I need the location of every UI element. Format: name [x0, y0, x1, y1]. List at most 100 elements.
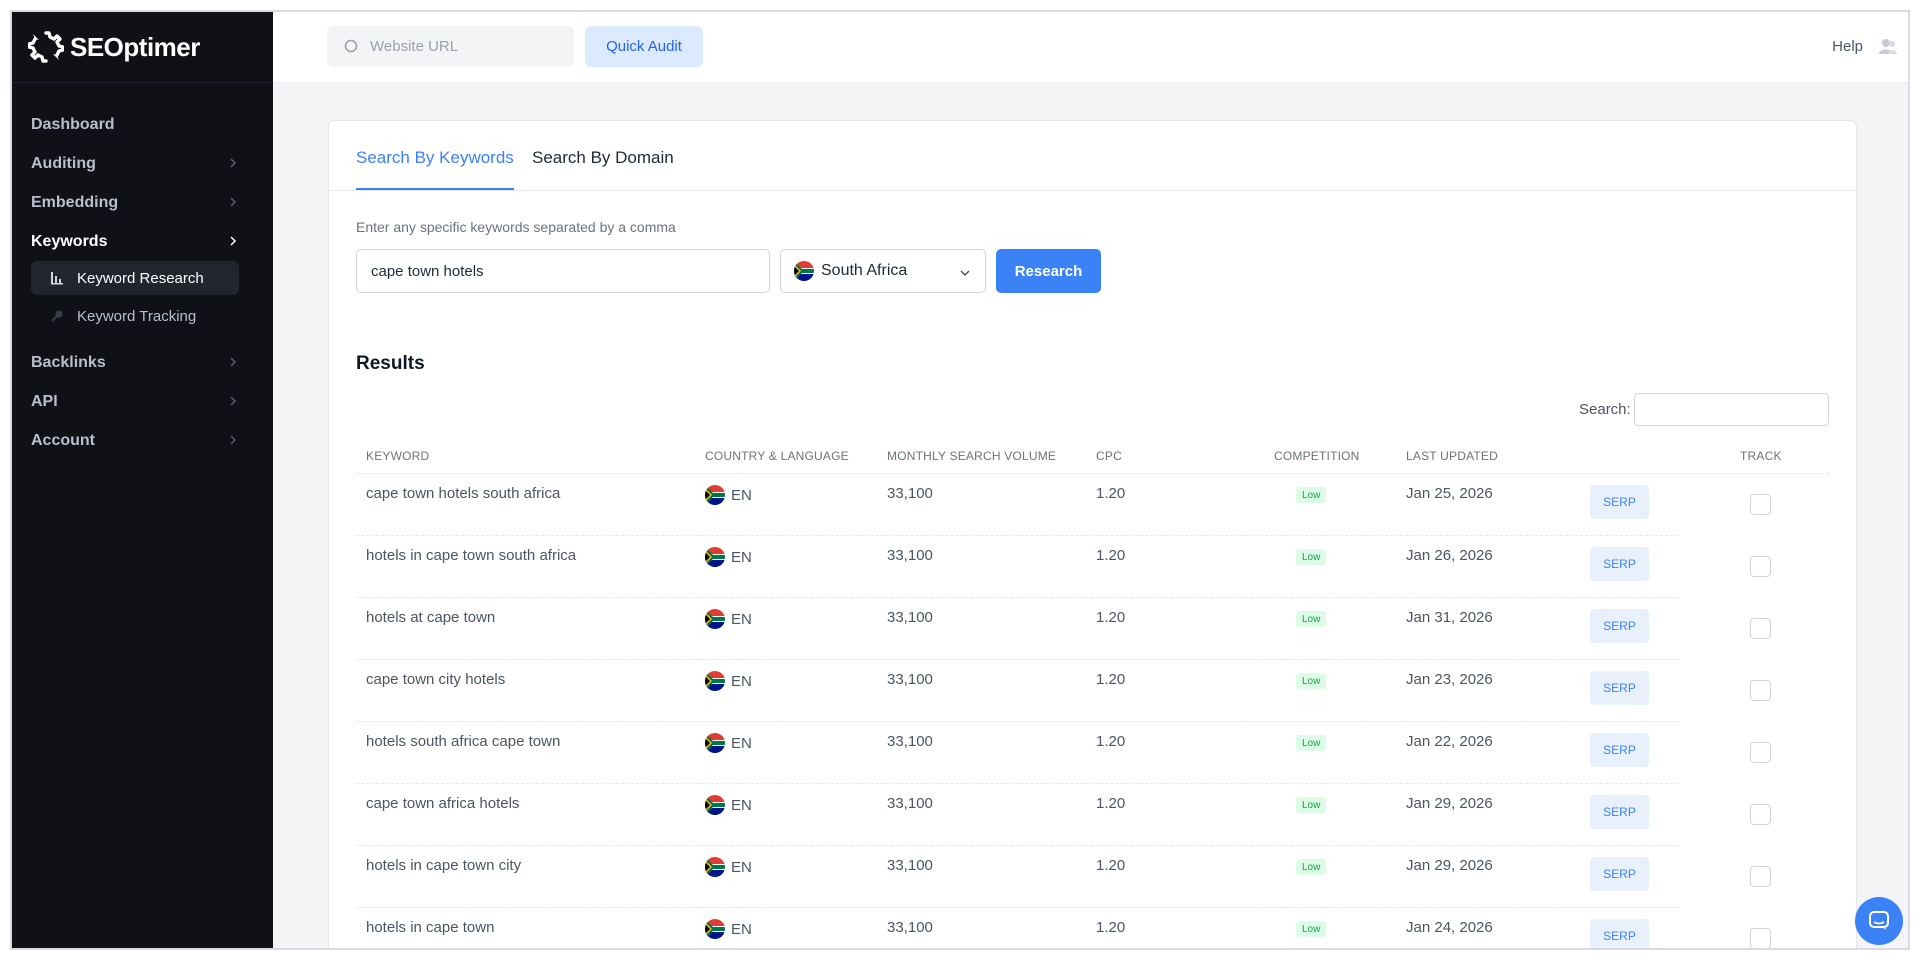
south-africa-flag-icon [705, 795, 725, 815]
website-url-placeholder: Website URL [370, 38, 459, 55]
search-volume-cell: 33,100 [887, 857, 933, 874]
chat-bubble-icon [1869, 911, 1889, 930]
cpc-cell: 1.20 [1096, 485, 1126, 502]
serp-button[interactable]: SERP [1590, 547, 1649, 581]
country-language-cell: EN [705, 857, 752, 877]
quick-audit-button[interactable]: Quick Audit [585, 26, 703, 67]
chevron-right-icon [230, 197, 237, 207]
language-code: EN [731, 796, 752, 814]
track-checkbox[interactable] [1750, 866, 1771, 887]
serp-button[interactable]: SERP [1590, 671, 1649, 705]
column-header-last-updated[interactable]: LAST UPDATED [1406, 449, 1498, 463]
column-header-competition[interactable]: COMPETITION [1274, 449, 1360, 463]
sidebar-nav: Dashboard Auditing Embedding Keywords Keywor… [12, 83, 273, 460]
sidebar: SEOptimer Dashboard Auditing Embedding Keyw… [12, 12, 273, 948]
serp-button[interactable]: SERP [1590, 795, 1649, 829]
keywords-textarea[interactable]: cape town hotels [356, 249, 770, 293]
search-icon [344, 39, 358, 52]
table-search-input[interactable] [1634, 393, 1829, 426]
table-header: KEYWORD COUNTRY & LANGUAGE MONTHLY SEARC… [356, 437, 1829, 474]
track-checkbox[interactable] [1750, 680, 1771, 701]
sidebar-item-api[interactable]: API [12, 382, 273, 421]
column-header-country-language[interactable]: COUNTRY & LANGUAGE [705, 449, 849, 463]
sidebar-item-dashboard[interactable]: Dashboard [12, 105, 273, 144]
sidebar-subitem-keyword-tracking[interactable]: Keyword Tracking [31, 299, 239, 333]
track-checkbox[interactable] [1750, 742, 1771, 763]
competition-badge: Low [1296, 859, 1327, 875]
cpc-cell: 1.20 [1096, 795, 1126, 812]
table-search-label: Search: [1579, 401, 1631, 418]
row-divider [356, 597, 1678, 598]
research-button[interactable]: Research [996, 249, 1101, 293]
south-africa-flag-icon [705, 671, 725, 691]
country-select[interactable]: South Africa [780, 249, 986, 293]
table-row: cape town city hotels EN 33,100 1.20 Low Jan … [356, 660, 1829, 722]
sidebar-item-label: Dashboard [31, 115, 115, 133]
country-language-cell: EN [705, 485, 752, 505]
language-code: EN [731, 734, 752, 752]
row-divider [356, 783, 1678, 784]
track-checkbox[interactable] [1750, 494, 1771, 515]
last-updated-cell: Jan 25, 2026 [1406, 485, 1493, 502]
competition-badge: Low [1296, 921, 1327, 937]
chevron-right-icon [230, 158, 237, 168]
tab-bar: Search By Keywords Search By Domain [329, 121, 1856, 191]
competition-badge: Low [1296, 487, 1327, 503]
competition-badge: Low [1296, 673, 1327, 689]
sidebar-item-backlinks[interactable]: Backlinks [12, 343, 273, 382]
track-checkbox[interactable] [1750, 804, 1771, 825]
cpc-cell: 1.20 [1096, 609, 1126, 626]
search-volume-cell: 33,100 [887, 547, 933, 564]
country-language-cell: EN [705, 733, 752, 753]
bar-chart-icon [51, 272, 63, 285]
chevron-right-icon [230, 396, 237, 406]
chat-launcher-button[interactable] [1855, 897, 1903, 945]
column-header-cpc[interactable]: CPC [1096, 449, 1122, 463]
sidebar-item-account[interactable]: Account [12, 421, 273, 460]
last-updated-cell: Jan 29, 2026 [1406, 795, 1493, 812]
column-header-track[interactable]: TRACK [1740, 449, 1782, 463]
language-code: EN [731, 920, 752, 938]
keyword-cell: hotels in cape town south africa [366, 547, 577, 564]
brand-name: SEOptimer [70, 31, 200, 62]
serp-button[interactable]: SERP [1590, 733, 1649, 767]
track-checkbox[interactable] [1750, 618, 1771, 639]
last-updated-cell: Jan 22, 2026 [1406, 733, 1493, 750]
south-africa-flag-icon [705, 609, 725, 629]
search-volume-cell: 33,100 [887, 609, 933, 626]
tab-search-by-keywords[interactable]: Search By Keywords [356, 148, 514, 190]
keyword-cell: hotels at cape town [366, 609, 496, 626]
row-divider [356, 535, 1678, 536]
user-avatar-icon[interactable] [1878, 36, 1898, 56]
column-header-monthly-search-volume[interactable]: MONTHLY SEARCH VOLUME [887, 449, 1057, 463]
track-checkbox[interactable] [1750, 556, 1771, 577]
help-link[interactable]: Help [1832, 38, 1863, 55]
website-url-input[interactable]: Website URL [327, 26, 574, 67]
language-code: EN [731, 548, 752, 566]
last-updated-cell: Jan 23, 2026 [1406, 671, 1493, 688]
tab-search-by-domain[interactable]: Search By Domain [532, 148, 674, 167]
chevron-right-icon [230, 357, 237, 367]
sidebar-item-embedding[interactable]: Embedding [12, 183, 273, 222]
language-code: EN [731, 858, 752, 876]
competition-badge: Low [1296, 797, 1327, 813]
south-africa-flag-icon [794, 261, 814, 281]
serp-button[interactable]: SERP [1590, 857, 1649, 891]
keywords-hint: Enter any specific keywords separated by… [356, 219, 676, 235]
row-divider [356, 659, 1678, 660]
cpc-cell: 1.20 [1096, 733, 1126, 750]
brand[interactable]: SEOptimer [12, 12, 273, 83]
serp-button[interactable]: SERP [1590, 609, 1649, 643]
sidebar-item-keywords[interactable]: Keywords [12, 222, 273, 261]
results-title: Results [356, 353, 425, 374]
sidebar-subitem-keyword-research[interactable]: Keyword Research [31, 261, 239, 295]
sidebar-item-auditing[interactable]: Auditing [12, 144, 273, 183]
serp-button[interactable]: SERP [1590, 919, 1649, 948]
serp-button[interactable]: SERP [1590, 485, 1649, 519]
track-checkbox[interactable] [1750, 928, 1771, 948]
keyword-research-card: Search By Keywords Search By Domain Ente… [328, 120, 1857, 948]
competition-badge: Low [1296, 549, 1327, 565]
south-africa-flag-icon [705, 919, 725, 939]
column-header-keyword[interactable]: KEYWORD [366, 449, 430, 463]
language-code: EN [731, 486, 752, 504]
